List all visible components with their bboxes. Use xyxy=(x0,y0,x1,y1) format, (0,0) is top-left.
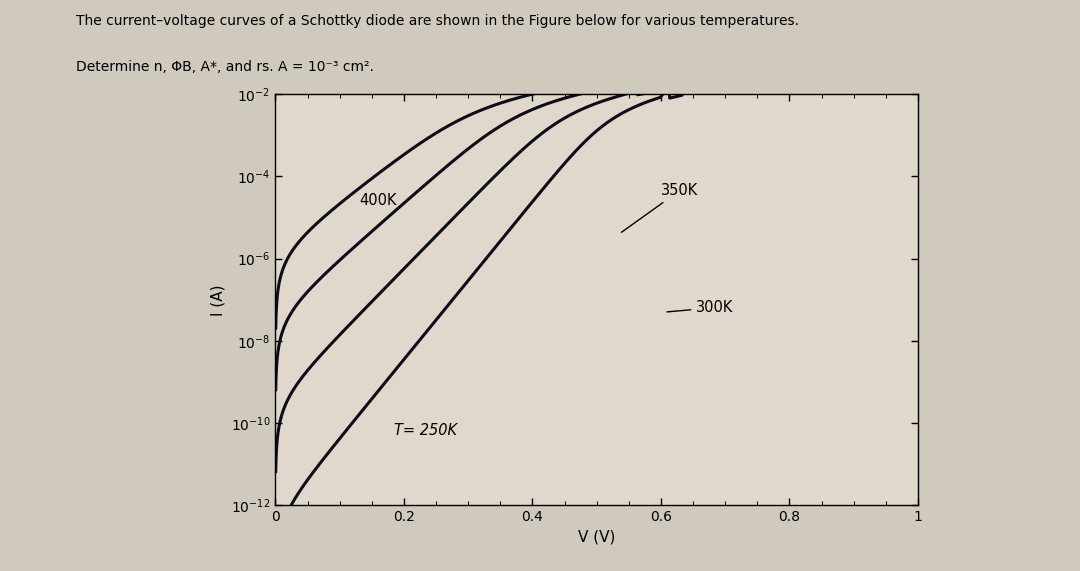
Text: 400K: 400K xyxy=(359,193,396,208)
Text: The current–voltage curves of a Schottky diode are shown in the Figure below for: The current–voltage curves of a Schottky… xyxy=(76,14,798,29)
Y-axis label: I (A): I (A) xyxy=(211,284,226,316)
X-axis label: V (V): V (V) xyxy=(578,530,616,545)
Text: T= 250K: T= 250K xyxy=(394,424,458,439)
Text: Determine n, ΦB, A*, and rs. A = 10⁻³ cm².: Determine n, ΦB, A*, and rs. A = 10⁻³ cm… xyxy=(76,60,374,74)
Text: 300K: 300K xyxy=(667,300,733,315)
Text: 350K: 350K xyxy=(621,183,698,232)
